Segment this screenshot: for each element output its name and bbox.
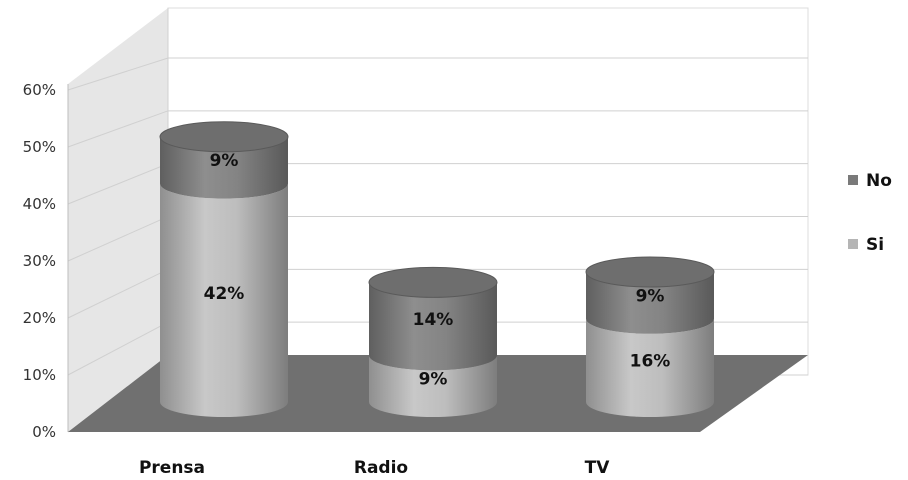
data-label: 16%: [630, 351, 671, 371]
bar-segment-no: [160, 136, 288, 199]
cylinder-top-cap: [585, 256, 715, 288]
cylinder-tv: [585, 256, 715, 417]
x-category-label: Prensa: [139, 458, 205, 478]
y-tick-label: 40%: [23, 195, 56, 213]
data-label: 42%: [204, 284, 245, 304]
legend-label: Si: [866, 235, 884, 255]
x-category-label: Radio: [354, 458, 408, 478]
y-tick-label: 30%: [23, 252, 56, 270]
cylinder-top-cap: [159, 121, 289, 153]
cylinder-prensa: [159, 121, 289, 417]
legend-label: No: [866, 171, 892, 191]
y-tick-label: 50%: [23, 138, 56, 156]
data-label: 9%: [636, 286, 665, 306]
y-tick-label: 60%: [23, 81, 56, 99]
x-category-label: TV: [585, 458, 611, 478]
bar-segment-no: [586, 272, 714, 334]
data-label: 14%: [413, 310, 454, 330]
y-tick-label: 0%: [32, 423, 56, 441]
side-wall: [68, 8, 168, 432]
data-label: 9%: [419, 370, 448, 390]
bar-segment-si: [369, 355, 497, 417]
legend-swatch-si: [848, 239, 858, 249]
bar-segment-no: [369, 282, 497, 371]
y-tick-label: 10%: [23, 366, 56, 384]
data-label: 9%: [210, 151, 239, 171]
legend-swatch-no: [848, 175, 858, 185]
bar-segment-si: [586, 318, 714, 417]
y-tick-label: 20%: [23, 309, 56, 327]
bar-segment-si: [160, 183, 288, 417]
cylinder-top-cap: [368, 266, 498, 298]
cylinder-radio: [368, 266, 498, 417]
